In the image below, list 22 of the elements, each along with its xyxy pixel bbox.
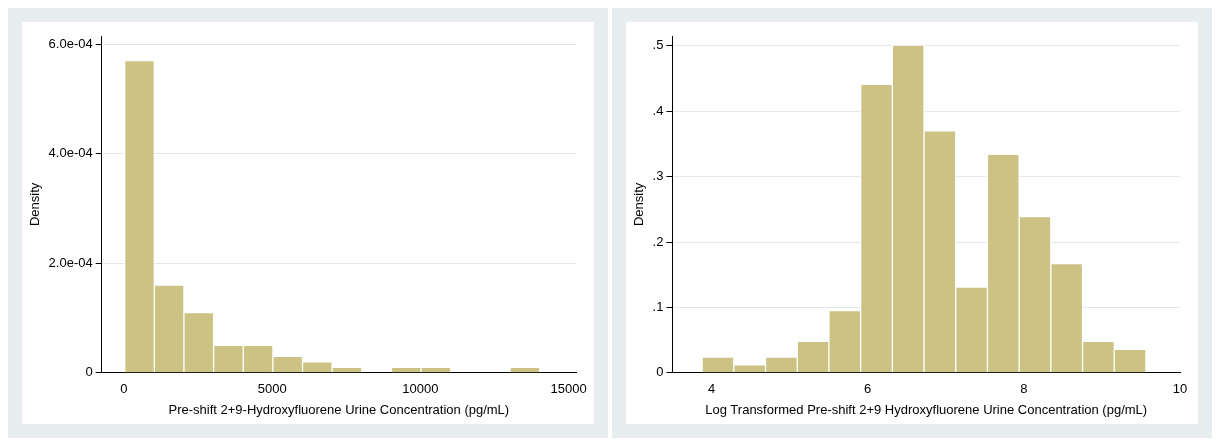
y-tick-label: 4.0e-04 — [48, 145, 93, 161]
y-tick-label: .4 — [652, 102, 664, 118]
x-axis-title: Pre-shift 2+9-Hydroxyfluorene Urine Concentration (pg/mL) — [168, 401, 510, 417]
y-tick-label: 6.0e-04 — [48, 35, 93, 51]
y-tick-label: .3 — [652, 168, 664, 184]
y-tick-label: .2 — [652, 233, 664, 249]
x-tick-label: 6 — [864, 381, 872, 397]
x-tick-label: 10000 — [402, 381, 439, 397]
y-axis-title: Density — [631, 182, 647, 227]
x-tick-label: 5000 — [257, 381, 287, 397]
y-tick-label: 2.0e-04 — [48, 254, 93, 270]
x-tick-label: 15000 — [550, 381, 587, 397]
y-axis-title: Density — [27, 182, 43, 227]
y-tick-label: 0 — [656, 364, 664, 380]
x-tick-label: 0 — [120, 381, 128, 397]
x-axis-title: Log Transformed Pre-shift 2+9 Hydroxyfluorene Urine Concentration (pg/mL) — [705, 401, 1148, 417]
y-tick-label: 0 — [85, 364, 93, 380]
y-tick-label: .5 — [652, 37, 664, 53]
x-tick-label: 4 — [707, 381, 716, 397]
x-tick-label: 10 — [1172, 381, 1188, 397]
x-tick-label: 8 — [1020, 381, 1028, 397]
y-tick-label: .1 — [652, 298, 664, 314]
